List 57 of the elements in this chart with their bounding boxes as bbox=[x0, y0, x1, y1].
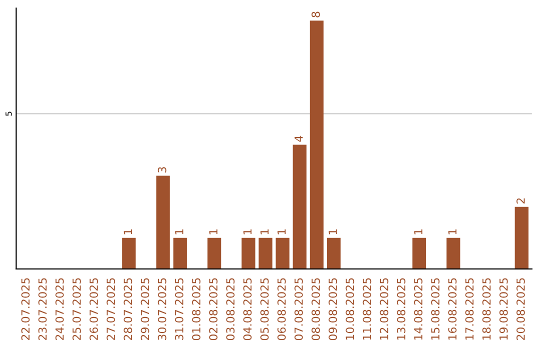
bar bbox=[207, 238, 222, 269]
x-tick-label: 29.07.2025 bbox=[140, 278, 150, 340]
x-tick-label: 11.08.2025 bbox=[362, 278, 372, 340]
bar bbox=[258, 238, 272, 269]
bar bbox=[292, 144, 306, 269]
data-label: 1 bbox=[209, 229, 218, 234]
x-tick-label: 07.08.2025 bbox=[294, 278, 303, 340]
x-tick-label: 09.08.2025 bbox=[328, 278, 338, 340]
data-label: 1 bbox=[328, 229, 337, 234]
bar bbox=[242, 238, 256, 269]
x-tick-label: 16.08.2025 bbox=[448, 278, 457, 340]
data-label: 2 bbox=[516, 198, 525, 204]
x-tick-label: 18.08.2025 bbox=[482, 278, 491, 340]
x-tick-label: 24.07.2025 bbox=[55, 278, 64, 340]
x-tick-label: 12.08.2025 bbox=[380, 278, 388, 340]
data-label: 4 bbox=[294, 136, 303, 142]
bar bbox=[122, 238, 136, 269]
x-tick-label: 03.08.2025 bbox=[226, 278, 235, 340]
bar bbox=[276, 238, 290, 269]
x-tick-label: 25.07.2025 bbox=[72, 278, 81, 340]
x-tick-label: 19.08.2025 bbox=[499, 278, 508, 340]
bar bbox=[412, 238, 426, 269]
x-tick-label: 17.08.2025 bbox=[465, 278, 474, 340]
bar bbox=[173, 238, 187, 269]
x-tick-label: 31.07.2025 bbox=[174, 278, 184, 340]
data-label: 1 bbox=[278, 229, 286, 234]
x-tick-label: 23.07.2025 bbox=[38, 278, 47, 340]
x-tick-label: 04.08.2025 bbox=[243, 278, 252, 340]
data-label: 1 bbox=[414, 229, 422, 234]
data-label: 1 bbox=[243, 229, 252, 234]
x-tick-label: 02.08.2025 bbox=[209, 278, 218, 340]
x-tick-label: 01.08.2025 bbox=[192, 278, 200, 340]
data-label: 1 bbox=[260, 229, 269, 234]
x-tick-label: 28.07.2025 bbox=[124, 278, 132, 340]
x-tick-label: 20.08.2025 bbox=[516, 278, 525, 340]
bar bbox=[326, 238, 341, 269]
x-tick-label: 05.08.2025 bbox=[260, 278, 269, 340]
bar bbox=[310, 20, 324, 269]
x-tick-label: 14.08.2025 bbox=[414, 278, 422, 340]
bar bbox=[446, 238, 460, 269]
x-tick-label: 08.08.2025 bbox=[312, 278, 320, 340]
bar bbox=[156, 176, 170, 269]
x-tick-label: 10.08.2025 bbox=[346, 278, 354, 340]
x-tick-label: 15.08.2025 bbox=[431, 278, 440, 340]
x-tick-label: 06.08.2025 bbox=[277, 278, 286, 340]
x-tick-label: 26.07.2025 bbox=[90, 278, 98, 340]
data-label: 1 bbox=[448, 229, 456, 234]
x-tick-label: 30.07.2025 bbox=[158, 278, 166, 340]
x-tick-label: 13.08.2025 bbox=[396, 278, 406, 340]
data-label: 8 bbox=[312, 12, 320, 18]
data-label: 1 bbox=[175, 229, 184, 234]
data-label: 1 bbox=[124, 229, 132, 234]
x-tick-label: 27.07.2025 bbox=[106, 278, 116, 340]
bar bbox=[514, 206, 528, 269]
data-label: 3 bbox=[158, 167, 166, 172]
y-tick-label: 5 bbox=[6, 112, 12, 116]
x-tick-label: 22.07.2025 bbox=[21, 278, 30, 340]
